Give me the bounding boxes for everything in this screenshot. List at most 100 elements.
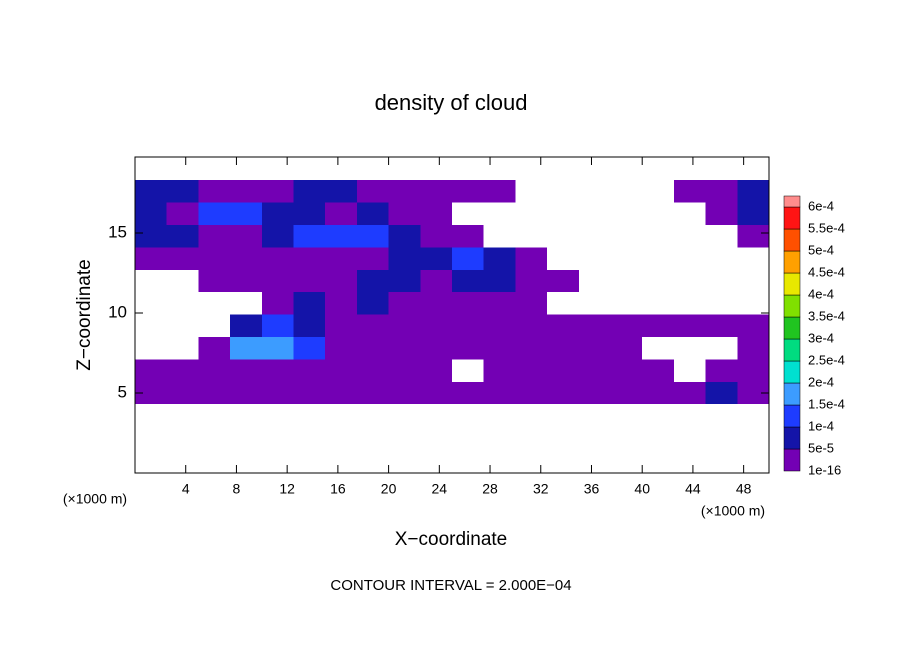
cell [673, 180, 706, 203]
x-tick-label: 12 [279, 481, 295, 497]
x-unit-label: (×1000 m) [701, 503, 765, 519]
cell [705, 381, 738, 405]
cell [388, 314, 421, 337]
cell [356, 202, 389, 225]
cell [261, 225, 294, 248]
cell [261, 381, 294, 405]
cell [325, 359, 357, 382]
cell [293, 381, 326, 405]
cell [293, 225, 326, 248]
cell [388, 180, 421, 203]
cell [642, 381, 674, 405]
cell [261, 337, 294, 360]
cell [452, 180, 484, 203]
cell [325, 314, 357, 337]
cell [261, 359, 294, 382]
cell [356, 337, 389, 360]
cell [737, 359, 769, 382]
cell [578, 381, 611, 405]
cell [547, 359, 579, 382]
cell [515, 269, 548, 293]
cell [515, 292, 548, 315]
cell [388, 269, 421, 293]
colorbar-label: 1e-16 [808, 462, 841, 477]
cell [198, 381, 231, 405]
colorbar-box [783, 206, 801, 230]
cell [198, 247, 231, 270]
colorbar-label: 3.5e-4 [808, 308, 845, 323]
field [135, 180, 769, 405]
cell [452, 337, 484, 360]
cell [166, 180, 199, 203]
x-tick-label: 44 [685, 481, 701, 497]
cell [642, 314, 674, 337]
cell [452, 225, 484, 248]
cell [166, 247, 199, 270]
cell [673, 381, 706, 405]
cell [452, 269, 484, 293]
colorbar-label: 5e-5 [808, 440, 834, 455]
cell [356, 314, 389, 337]
cell [547, 381, 579, 405]
cell [166, 359, 199, 382]
x-tick-label: 48 [736, 481, 752, 497]
cell [261, 269, 294, 293]
cell [610, 381, 643, 405]
colorbar-label: 1.5e-4 [808, 396, 845, 411]
cell [547, 314, 579, 337]
cell [388, 247, 421, 270]
cell [325, 247, 357, 270]
cell [135, 359, 167, 382]
colorbar-label: 4.5e-4 [808, 264, 845, 279]
cell [737, 314, 769, 337]
colorbar-label: 3e-4 [808, 330, 834, 345]
cell [325, 225, 357, 248]
cell [166, 381, 199, 405]
cell [737, 202, 769, 225]
cell [230, 337, 262, 360]
cell [388, 337, 421, 360]
colorbar-box [783, 294, 801, 318]
y-tick-label: 5 [118, 382, 127, 401]
cell [356, 225, 389, 248]
cell [420, 247, 452, 270]
x-tick-label: 32 [533, 481, 549, 497]
cell [230, 359, 262, 382]
y-tick-label: 15 [108, 222, 127, 241]
colorbar-label: 6e-4 [808, 198, 834, 213]
cell [230, 381, 262, 405]
footnote: CONTOUR INTERVAL = 2.000E−04 [330, 577, 571, 594]
cell [388, 225, 421, 248]
cell [483, 247, 516, 270]
cell [135, 202, 167, 225]
x-tick-label: 40 [634, 481, 650, 497]
x-tick-label: 36 [584, 481, 600, 497]
colorbar-box [783, 338, 801, 362]
cell [705, 359, 738, 382]
cell [293, 247, 326, 270]
colorbar-box [783, 404, 801, 428]
cell [452, 314, 484, 337]
cell [293, 337, 326, 360]
x-tick-label: 4 [182, 481, 190, 497]
cell [483, 180, 516, 203]
colorbar-label: 2e-4 [808, 374, 834, 389]
colorbar-box [783, 360, 801, 384]
cell [325, 381, 357, 405]
colorbar-box [783, 426, 801, 450]
cell [737, 180, 769, 203]
cell [483, 337, 516, 360]
cell [293, 359, 326, 382]
cell [737, 381, 769, 405]
cell [356, 292, 389, 315]
cell [356, 381, 389, 405]
cell [483, 314, 516, 337]
cell [452, 381, 484, 405]
cell [325, 202, 357, 225]
cell [261, 314, 294, 337]
cell [135, 381, 167, 405]
cell [420, 269, 452, 293]
cell [388, 202, 421, 225]
colorbar-label: 1e-4 [808, 418, 834, 433]
